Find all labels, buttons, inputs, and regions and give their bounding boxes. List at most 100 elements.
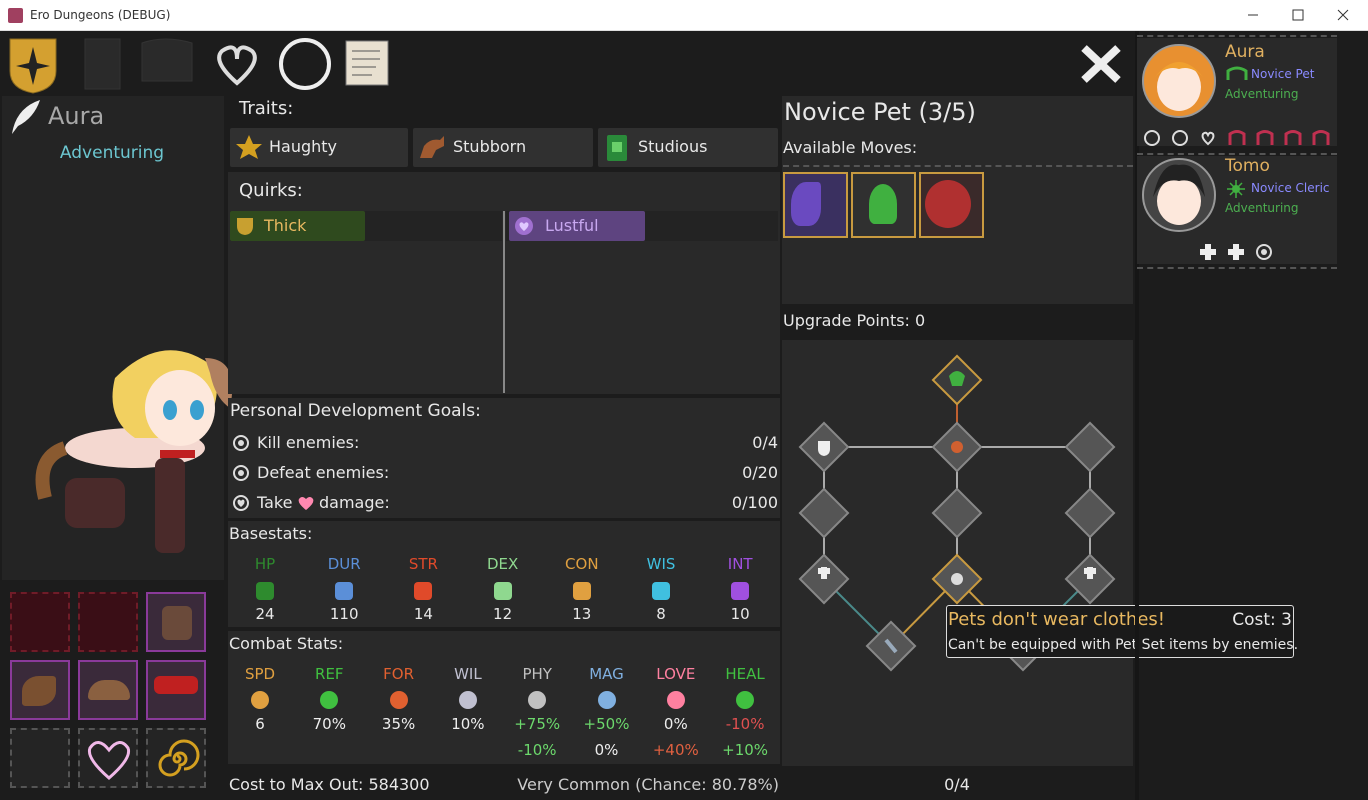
goal-label: Defeat enemies: xyxy=(257,463,390,482)
stat-value: 6 xyxy=(255,715,265,733)
divider xyxy=(1137,267,1337,269)
tab-bar[interactable] xyxy=(0,31,420,95)
party-status: Adventuring xyxy=(1225,201,1299,215)
rarity-text: Very Common (Chance: 80.78%) xyxy=(517,775,779,794)
party-class: Novice Pet xyxy=(1251,67,1315,81)
stat-value: +50% xyxy=(583,715,630,733)
equipment-slot[interactable] xyxy=(146,592,206,652)
equipment-slot[interactable] xyxy=(10,728,70,788)
quirk-chip[interactable]: Thick xyxy=(230,211,365,241)
trait-button[interactable]: Haughty xyxy=(230,128,408,167)
party-portrait xyxy=(1142,44,1216,118)
stat-name: CON xyxy=(565,555,599,573)
party-class: Novice Cleric xyxy=(1251,181,1330,195)
equipment-slot[interactable] xyxy=(78,660,138,720)
goal-label: Kill enemies: xyxy=(257,433,360,452)
stat-name: REF xyxy=(315,665,344,683)
tooltip-title: Pets don't wear clothes! xyxy=(948,609,1166,630)
trait-button[interactable]: Stubborn xyxy=(413,128,593,167)
section-title: Quirks: xyxy=(239,180,303,201)
stat-value: 110 xyxy=(329,605,359,623)
stat-name: MAG xyxy=(589,665,624,683)
character-portrait xyxy=(35,350,233,553)
stat-value: +75% xyxy=(514,715,561,733)
quirk-name: Thick xyxy=(264,216,307,235)
stat-value: 12 xyxy=(493,605,513,623)
equipment-slot[interactable] xyxy=(10,660,70,720)
party-effects xyxy=(1144,130,1330,146)
stat-name: DUR xyxy=(327,555,361,573)
tooltip xyxy=(946,605,1294,658)
party-name: Tomo xyxy=(1225,156,1270,176)
trait-name: Haughty xyxy=(269,137,338,156)
cost-text: Cost to Max Out: 584300 xyxy=(229,775,430,794)
equipment-slot[interactable] xyxy=(78,728,138,788)
move-icon[interactable] xyxy=(783,172,848,238)
equipment-slot[interactable] xyxy=(78,592,138,652)
section-title: Combat Stats: xyxy=(229,634,344,653)
stat-value: 0% xyxy=(663,715,688,733)
divider xyxy=(1137,153,1337,155)
stat-icon xyxy=(335,582,354,600)
love-icon xyxy=(298,497,314,510)
goal-progress: 0/4 xyxy=(752,433,778,452)
stat-name: WIL xyxy=(454,665,482,683)
trait-name: Stubborn xyxy=(453,137,527,156)
class-title: Novice Pet (3/5) xyxy=(784,98,976,126)
class-icon xyxy=(1227,180,1245,198)
section-title: Personal Development Goals: xyxy=(230,401,481,421)
stat-name: STR xyxy=(408,555,438,573)
stat-icon xyxy=(736,691,755,709)
stat-value: 14 xyxy=(413,605,433,623)
divider xyxy=(1137,35,1337,37)
divider xyxy=(503,211,505,393)
app-icon xyxy=(8,8,23,23)
trait-name: Studious xyxy=(638,137,708,156)
stat-icon xyxy=(597,691,616,709)
window-title: Ero Dungeons (DEBUG) xyxy=(30,8,171,22)
equipment-slot[interactable] xyxy=(10,592,70,652)
stat-secondary: +10% xyxy=(722,741,769,759)
stat-icon xyxy=(652,582,670,600)
stat-icon xyxy=(251,691,269,709)
goal-progress: 0/20 xyxy=(742,463,778,482)
stat-secondary: -10% xyxy=(517,741,557,759)
equipment-slot[interactable] xyxy=(146,728,206,788)
title-bar xyxy=(0,0,1368,31)
goal-icons xyxy=(233,435,249,511)
class-icon xyxy=(1226,66,1248,80)
tooltip-cost: Cost: 3 xyxy=(1232,610,1292,630)
move-icon[interactable] xyxy=(851,172,916,238)
window-controls[interactable] xyxy=(1240,0,1368,30)
stat-icon xyxy=(528,691,547,709)
stat-icon xyxy=(572,582,591,600)
section-title: Basestats: xyxy=(229,524,313,543)
stat-name: INT xyxy=(727,555,753,573)
stat-name: HP xyxy=(254,555,276,573)
stat-name: PHY xyxy=(522,665,552,683)
tooltip-description: Can't be equipped with Pet Set items by … xyxy=(948,637,1299,653)
equipment-slot[interactable] xyxy=(146,660,206,720)
feather-icon xyxy=(12,100,40,134)
stat-value: -10% xyxy=(725,715,765,733)
stat-name: DEX xyxy=(486,555,519,573)
divider xyxy=(1135,31,1139,800)
stat-secondary: 0% xyxy=(594,741,619,759)
stat-icon xyxy=(414,582,433,600)
trait-button[interactable]: Studious xyxy=(598,128,778,167)
tree-progress: 0/4 xyxy=(944,775,970,794)
stat-secondary: +40% xyxy=(652,741,699,759)
combat-panel xyxy=(228,631,780,764)
stat-name: LOVE xyxy=(656,665,696,683)
section-title: Traits: xyxy=(239,98,294,119)
quirk-chip[interactable]: Lustful xyxy=(509,211,645,241)
character-status: Adventuring xyxy=(59,143,165,163)
close-button[interactable] xyxy=(1078,42,1124,86)
stat-name: SPD xyxy=(244,665,276,683)
move-icon[interactable] xyxy=(919,172,984,238)
stat-icon xyxy=(458,691,477,709)
stat-icon xyxy=(666,691,685,709)
party-effects xyxy=(1200,244,1272,260)
stat-value: 70% xyxy=(312,715,346,733)
divider xyxy=(783,165,1133,167)
